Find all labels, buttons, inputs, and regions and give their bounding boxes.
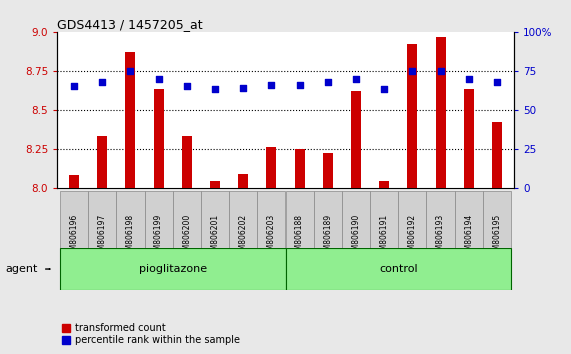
Bar bbox=[182, 136, 192, 188]
Bar bbox=[492, 122, 502, 188]
Text: GSM806196: GSM806196 bbox=[70, 214, 79, 260]
Point bbox=[211, 87, 220, 92]
Bar bbox=[144, 191, 172, 283]
Text: GSM806191: GSM806191 bbox=[380, 214, 389, 260]
Text: agent: agent bbox=[6, 264, 38, 274]
Bar bbox=[427, 191, 455, 283]
Text: GDS4413 / 1457205_at: GDS4413 / 1457205_at bbox=[57, 18, 203, 31]
Point bbox=[351, 76, 360, 81]
Text: GSM806188: GSM806188 bbox=[295, 214, 304, 260]
Bar bbox=[464, 90, 474, 188]
Bar bbox=[267, 147, 276, 188]
Bar bbox=[379, 181, 389, 188]
Text: GSM806203: GSM806203 bbox=[267, 214, 276, 260]
Bar bbox=[399, 191, 427, 283]
Point bbox=[154, 76, 163, 81]
Point bbox=[267, 82, 276, 88]
Bar bbox=[97, 136, 107, 188]
Text: GSM806192: GSM806192 bbox=[408, 214, 417, 260]
Text: GSM806199: GSM806199 bbox=[154, 214, 163, 260]
Bar bbox=[172, 191, 201, 283]
Point bbox=[239, 85, 248, 91]
Bar bbox=[116, 191, 144, 283]
Text: GSM806189: GSM806189 bbox=[323, 214, 332, 260]
Text: GSM806201: GSM806201 bbox=[211, 214, 219, 260]
Bar bbox=[313, 191, 342, 283]
Text: GSM806197: GSM806197 bbox=[98, 214, 107, 260]
Point bbox=[464, 76, 473, 81]
Text: GSM806193: GSM806193 bbox=[436, 214, 445, 260]
Bar bbox=[342, 191, 370, 283]
Bar bbox=[201, 191, 229, 283]
Bar bbox=[436, 36, 445, 188]
Bar bbox=[408, 44, 417, 188]
Bar bbox=[323, 153, 333, 188]
Bar bbox=[88, 191, 116, 283]
Bar bbox=[126, 52, 135, 188]
Point bbox=[70, 84, 79, 89]
Bar bbox=[229, 191, 258, 283]
Bar bbox=[154, 90, 163, 188]
Text: GSM806194: GSM806194 bbox=[464, 214, 473, 260]
Text: GSM806195: GSM806195 bbox=[492, 214, 501, 260]
Bar bbox=[286, 191, 313, 283]
Point bbox=[98, 79, 107, 85]
Text: control: control bbox=[379, 264, 417, 274]
Text: GSM806202: GSM806202 bbox=[239, 214, 248, 260]
Bar bbox=[258, 191, 286, 283]
Bar bbox=[295, 149, 304, 188]
Point bbox=[126, 68, 135, 74]
Point bbox=[182, 84, 191, 89]
Point bbox=[492, 79, 501, 85]
Bar bbox=[69, 175, 79, 188]
Legend: transformed count, percentile rank within the sample: transformed count, percentile rank withi… bbox=[62, 324, 240, 346]
Bar bbox=[210, 181, 220, 188]
Text: pioglitazone: pioglitazone bbox=[139, 264, 207, 274]
Text: GSM806198: GSM806198 bbox=[126, 214, 135, 260]
Bar bbox=[370, 191, 399, 283]
Bar bbox=[238, 173, 248, 188]
Point bbox=[436, 68, 445, 74]
Point bbox=[323, 79, 332, 85]
Text: GSM806200: GSM806200 bbox=[182, 214, 191, 260]
Point bbox=[408, 68, 417, 74]
Point bbox=[380, 87, 389, 92]
Bar bbox=[60, 248, 286, 290]
Text: GSM806190: GSM806190 bbox=[352, 214, 360, 260]
Bar bbox=[286, 248, 511, 290]
Bar bbox=[351, 91, 361, 188]
Bar bbox=[60, 191, 88, 283]
Bar bbox=[483, 191, 511, 283]
Bar bbox=[455, 191, 483, 283]
Point bbox=[295, 82, 304, 88]
